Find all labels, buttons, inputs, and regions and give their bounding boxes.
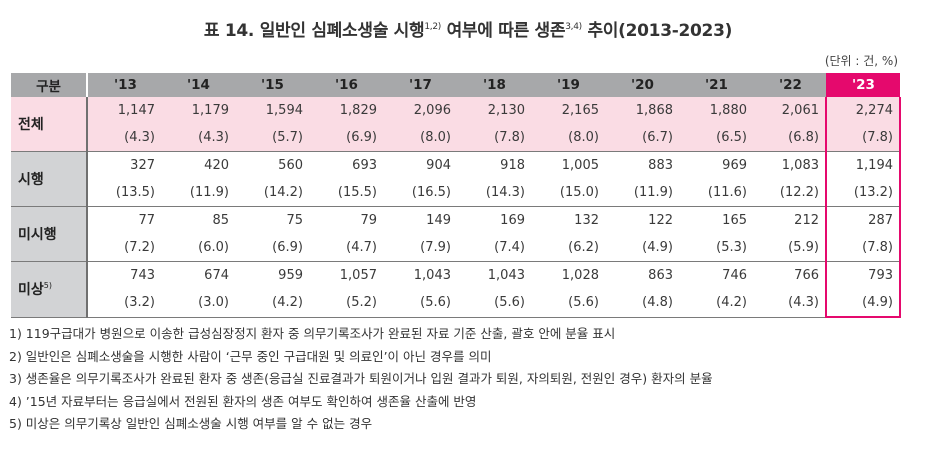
footnote-1: 1) 119구급대가 병원으로 이송한 급성심장정지 환자 중 의무기록조사가 … [9,326,616,341]
table-cell: 1,880 (6.5) [679,97,753,152]
column-header-year: '21 [679,73,753,97]
column-header-category: 구분 [11,73,88,97]
table-cell-highlighted: 2,274 (7.8) [825,97,901,152]
table-cell: 1,043 (5.6) [457,261,531,318]
table-cell: 169 (7.4) [457,206,531,262]
row-label: 전체 [11,97,88,152]
column-header-year: '15 [235,73,309,97]
title-footnote-ref: 3,4) [565,22,582,32]
row-label: 미시행 [11,206,88,262]
row-label: 시행 [11,151,88,207]
table-row-performed: 시행 327 (13.5) 420 (11.9) 560 (14.2) 693 (15.… [11,151,901,207]
table-cell: 918 (14.3) [457,151,531,207]
footnote-ref: 5) [43,281,52,291]
footnote-2: 2) 일반인은 심폐소생술을 시행한 사람이 ‘근무 중인 구급대원 및 의료인… [9,348,492,364]
table-cell-highlighted: 1,194 (13.2) [825,151,901,207]
title-footnote-ref: 1,2) [424,22,441,32]
column-header-year: '13 [87,73,161,97]
table-cell: 863 (4.8) [605,261,679,318]
column-header-year: '19 [531,73,605,97]
table-cell: 85 (6.0) [161,206,235,262]
table-cell: 904 (16.5) [383,151,457,207]
column-header-year: '16 [309,73,383,97]
table-cell-highlighted: 793 (4.9) [825,261,901,318]
table-cell: 1,147 (4.3) [87,97,161,152]
table-cell: 132 (6.2) [531,206,605,262]
table-cell: 1,868 (6.7) [605,97,679,152]
table-cell: 420 (11.9) [161,151,235,207]
table-cell: 1,594 (5.7) [235,97,309,152]
title-text: 추이(2013-2023) [581,21,733,41]
table-cell: 1,083 (12.2) [753,151,826,207]
table-cell: 77 (7.2) [87,206,161,262]
table-cell-highlighted: 287 (7.8) [825,206,901,262]
footnote-4: 4) ’15년 자료부터는 응급실에서 전원된 환자의 생존 여부도 확인하여 … [9,393,477,409]
table-cell: 560 (14.2) [235,151,309,207]
column-header-year: '18 [457,73,531,97]
table-cell: 1,057 (5.2) [309,261,383,318]
table-cell: 693 (15.5) [309,151,383,207]
table-cell: 746 (4.2) [679,261,753,318]
column-header-year: '22 [753,73,826,97]
table-cell: 1,179 (4.3) [161,97,235,152]
table-cell: 1,028 (5.6) [531,261,605,318]
table-cell: 1,005 (15.0) [531,151,605,207]
footnote-5: 5) 미상은 의무기록상 일반인 심폐소생술 시행 여부를 알 수 없는 경우 [9,416,373,431]
table-cell: 149 (7.9) [383,206,457,262]
table-cell: 165 (5.3) [679,206,753,262]
table-cell: 327 (13.5) [87,151,161,207]
table-cell: 674 (3.0) [161,261,235,318]
table-cell: 883 (11.9) [605,151,679,207]
table-title: 표 14. 일반인 심폐소생술 시행1,2) 여부에 따른 생존3,4) 추이(… [0,16,936,41]
column-header-year: '20 [605,73,679,97]
table-cell: 75 (6.9) [235,206,309,262]
table-cell: 2,130 (7.8) [457,97,531,152]
column-header-year-highlighted: '23 [826,73,900,97]
column-header-year: '14 [161,73,235,97]
footnotes: 1) 119구급대가 병원으로 이송한 급성심장정지 환자 중 의무기록조사가 … [9,323,713,436]
table-cell: 212 (5.9) [753,206,826,262]
table-cell: 122 (4.9) [605,206,679,262]
table-cell: 1,043 (5.6) [383,261,457,318]
footnote-3: 3) 생존율은 의무기록조사가 완료된 환자 중 생존(응급실 진료결과가 퇴원… [9,371,713,386]
table-cell: 743 (3.2) [87,261,161,318]
table-row-not-performed: 미시행 77 (7.2) 85 (6.0) 75 (6.9) 79 (4.7) 149(… [11,206,901,262]
table-row-unknown: 미상5) 743 (3.2) 674 (3.0) 959 (4.2) 1,057 (5.… [11,261,901,318]
survival-table: 구분 '13 '14 '15 '16 '17 '18 '19 '20 '21 '… [11,73,901,318]
column-header-year: '17 [383,73,457,97]
row-label: 미상5) [11,261,88,318]
table-cell: 959 (4.2) [235,261,309,318]
table-row-total: 전체 1,147 (4.3) 1,179 (4.3) 1,594 (5.7) 1,82… [11,97,901,152]
title-text: 여부에 따른 생존 [440,21,566,41]
table-cell: 2,096 (8.0) [383,97,457,152]
table-cell: 2,165 (8.0) [531,97,605,152]
header-row: 구분 '13 '14 '15 '16 '17 '18 '19 '20 '21 '… [11,73,900,97]
table-cell: 766 (4.3) [753,261,826,318]
table-cell: 2,061 (6.8) [753,97,826,152]
unit-label: (단위 : 건, %) [824,54,898,68]
table-cell: 1,829 (6.9) [309,97,383,152]
table-cell: 969 (11.6) [679,151,753,207]
title-text: 표 14. 일반인 심폐소생술 시행 [203,21,425,41]
table-cell: 79 (4.7) [309,206,383,262]
